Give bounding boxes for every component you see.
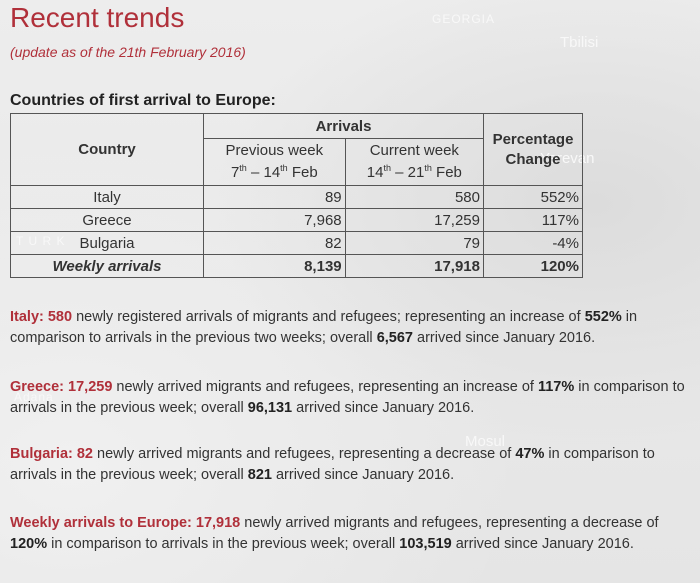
map-label-mosul: Mosul [465,433,506,450]
cell-current-week: 79 [344,231,485,255]
cell-current-week: 580 [344,185,485,209]
table-row: Italy 89 580 552% [10,185,583,209]
current-week-range: 14th – 21th Feb [366,163,462,182]
cell-country: Bulgaria [10,231,204,255]
map-label-adana: Adana [14,390,54,404]
cell-percentage-change: 117% [483,208,583,232]
page-title: Recent trends [10,2,185,33]
column-header-current-week: Current week 14th – 21th Feb [344,138,485,186]
column-header-previous-week: Previous week 7th – 14th Feb [203,138,346,186]
table-total-row: Weekly arrivals 8,139 17,918 120% [10,254,583,278]
cell-previous-week: 89 [203,185,346,209]
cell-current-week: 17,259 [344,208,485,232]
map-label-georgia: GEORGIA [432,12,496,26]
cell-current-week: 17,918 [344,254,485,278]
cell-previous-week: 8,139 [203,254,346,278]
paragraph-italy: Italy: 580 newly registered arrivals of … [10,309,638,346]
cell-percentage-change: 120% [483,254,583,278]
table-row: Bulgaria 82 79 -4% [10,231,583,255]
cell-percentage-change: 552% [483,185,583,209]
cell-country: Greece [10,208,204,232]
previous-week-range: 7th – 14th Feb [230,163,318,182]
arrivals-table: Country Arrivals Percentage Change Previ… [10,113,583,278]
previous-week-label: Previous week [225,142,324,159]
cell-country: Italy [10,185,204,209]
column-header-percentage-change: Percentage Change [483,113,583,186]
cell-percentage-change: -4% [483,231,583,255]
update-date-subtitle: (update as of the 21th February 2016) [10,44,246,60]
column-header-arrivals: Arrivals [203,113,484,139]
cell-country: Weekly arrivals [10,254,204,278]
paragraph-greece: Greece: 17,259 newly arrived migrants an… [10,379,685,416]
paragraph-bulgaria: Bulgaria: 82 newly arrived migrants and … [10,446,655,483]
paragraph-weekly-arrivals: Weekly arrivals to Europe: 17,918 newly … [10,515,659,552]
current-week-label: Current week [369,142,459,159]
column-header-country: Country [10,113,204,186]
table-row: Greece 7,968 17,259 117% [10,208,583,232]
map-label-tbilisi: Tbilisi [560,34,599,51]
cell-previous-week: 7,968 [203,208,346,232]
cell-previous-week: 82 [203,231,346,255]
table-heading: Countries of first arrival to Europe: [10,92,276,109]
